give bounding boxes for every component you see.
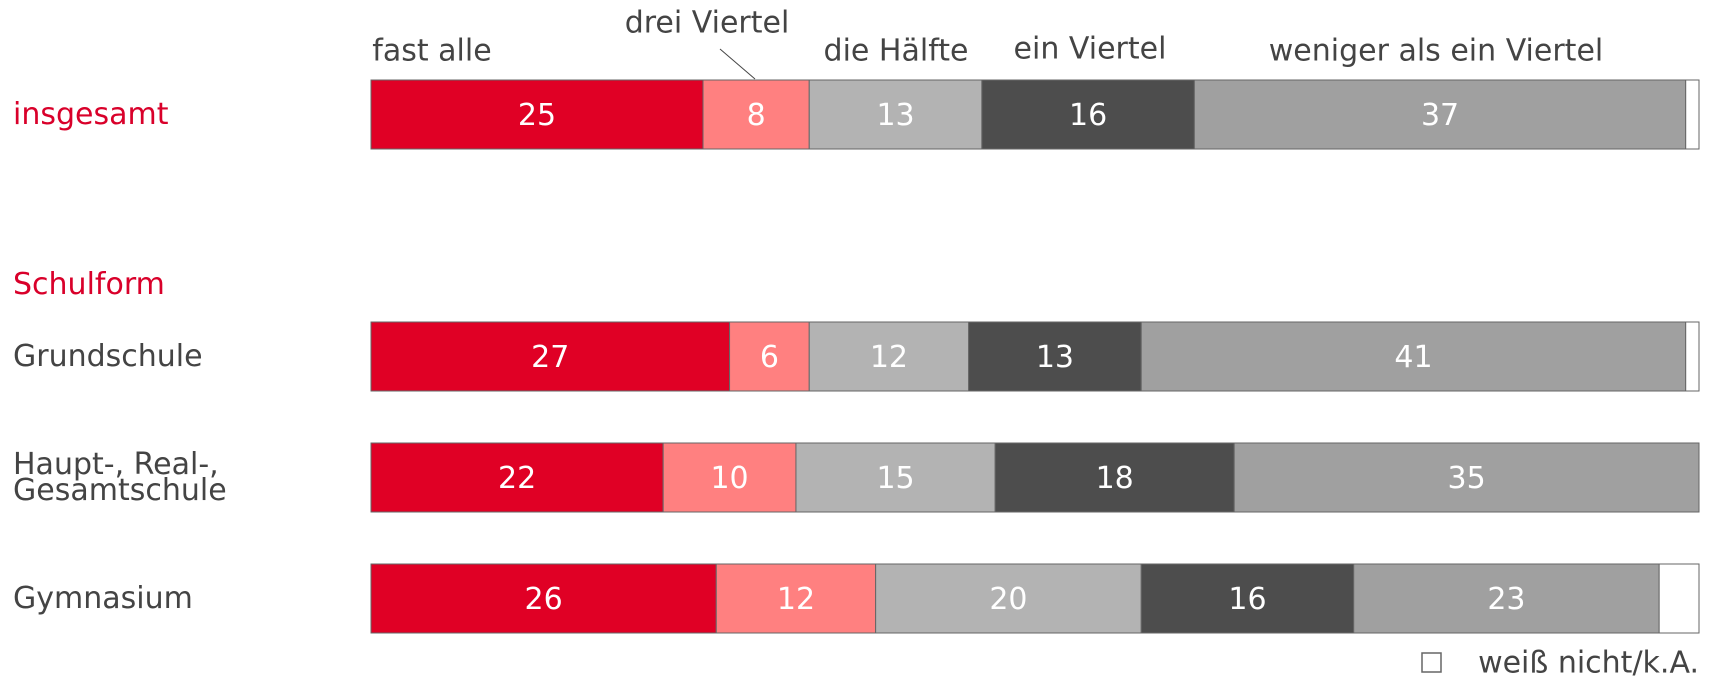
category-label: insgesamt bbox=[13, 96, 169, 132]
bar-segment bbox=[875, 563, 1142, 634]
bar-segment bbox=[808, 79, 983, 150]
bar-segment bbox=[662, 442, 797, 513]
bar-segment bbox=[994, 442, 1235, 513]
legend-label: ein Viertel bbox=[1014, 32, 1167, 67]
data-label: 35 bbox=[1448, 461, 1486, 496]
data-label: 41 bbox=[1394, 340, 1432, 375]
bar-segment bbox=[795, 442, 996, 513]
data-label: 16 bbox=[1228, 582, 1266, 617]
category-label: Grundschule bbox=[13, 338, 203, 374]
bar-segment bbox=[808, 321, 970, 392]
bar-segment bbox=[1685, 79, 1700, 150]
legend-label: weiß nicht/k.A. bbox=[1478, 646, 1699, 678]
bar-segment bbox=[370, 321, 731, 392]
data-label: 26 bbox=[525, 582, 563, 617]
data-label: 6 bbox=[760, 340, 779, 375]
data-label: 18 bbox=[1096, 461, 1134, 496]
bar-segment bbox=[968, 321, 1142, 392]
data-label: 10 bbox=[710, 461, 748, 496]
data-label: 27 bbox=[531, 340, 569, 375]
data-label: 25 bbox=[518, 98, 556, 133]
bar-segment bbox=[370, 563, 717, 634]
data-label: 20 bbox=[989, 582, 1027, 617]
data-label: 12 bbox=[777, 582, 815, 617]
bar-segment bbox=[729, 321, 810, 392]
data-label: 12 bbox=[870, 340, 908, 375]
bar-segment bbox=[1193, 79, 1687, 150]
data-label: 8 bbox=[747, 98, 766, 133]
data-label: 16 bbox=[1069, 98, 1107, 133]
category-label: Gymnasium bbox=[13, 580, 193, 616]
bar-segment bbox=[981, 79, 1195, 150]
bar-segment bbox=[715, 563, 877, 634]
bar-segment bbox=[702, 79, 810, 150]
legend-label: fast alle bbox=[372, 34, 491, 69]
bar-segment bbox=[1140, 563, 1355, 634]
data-label: 15 bbox=[876, 461, 914, 496]
group-label: Schulform bbox=[13, 267, 165, 302]
data-label: 13 bbox=[1036, 340, 1074, 375]
bar-segment bbox=[370, 79, 704, 150]
legend-label: drei Viertel bbox=[625, 6, 790, 41]
data-label: 37 bbox=[1421, 98, 1459, 133]
bar-segment bbox=[1140, 321, 1687, 392]
data-label: 13 bbox=[876, 98, 914, 133]
bar-segment bbox=[1685, 321, 1700, 392]
leader-line bbox=[719, 48, 756, 80]
bar-segment bbox=[1353, 563, 1660, 634]
legend-label: die Hälfte bbox=[824, 34, 969, 69]
data-label: 23 bbox=[1487, 582, 1525, 617]
legend-label: weniger als ein Viertel bbox=[1269, 34, 1603, 69]
bar-segment bbox=[1658, 563, 1700, 634]
category-label: Haupt-, Real-, Gesamtschule bbox=[13, 446, 227, 508]
data-label: 22 bbox=[498, 461, 536, 496]
bar-segment bbox=[1233, 442, 1700, 513]
legend-swatch bbox=[1421, 652, 1442, 673]
